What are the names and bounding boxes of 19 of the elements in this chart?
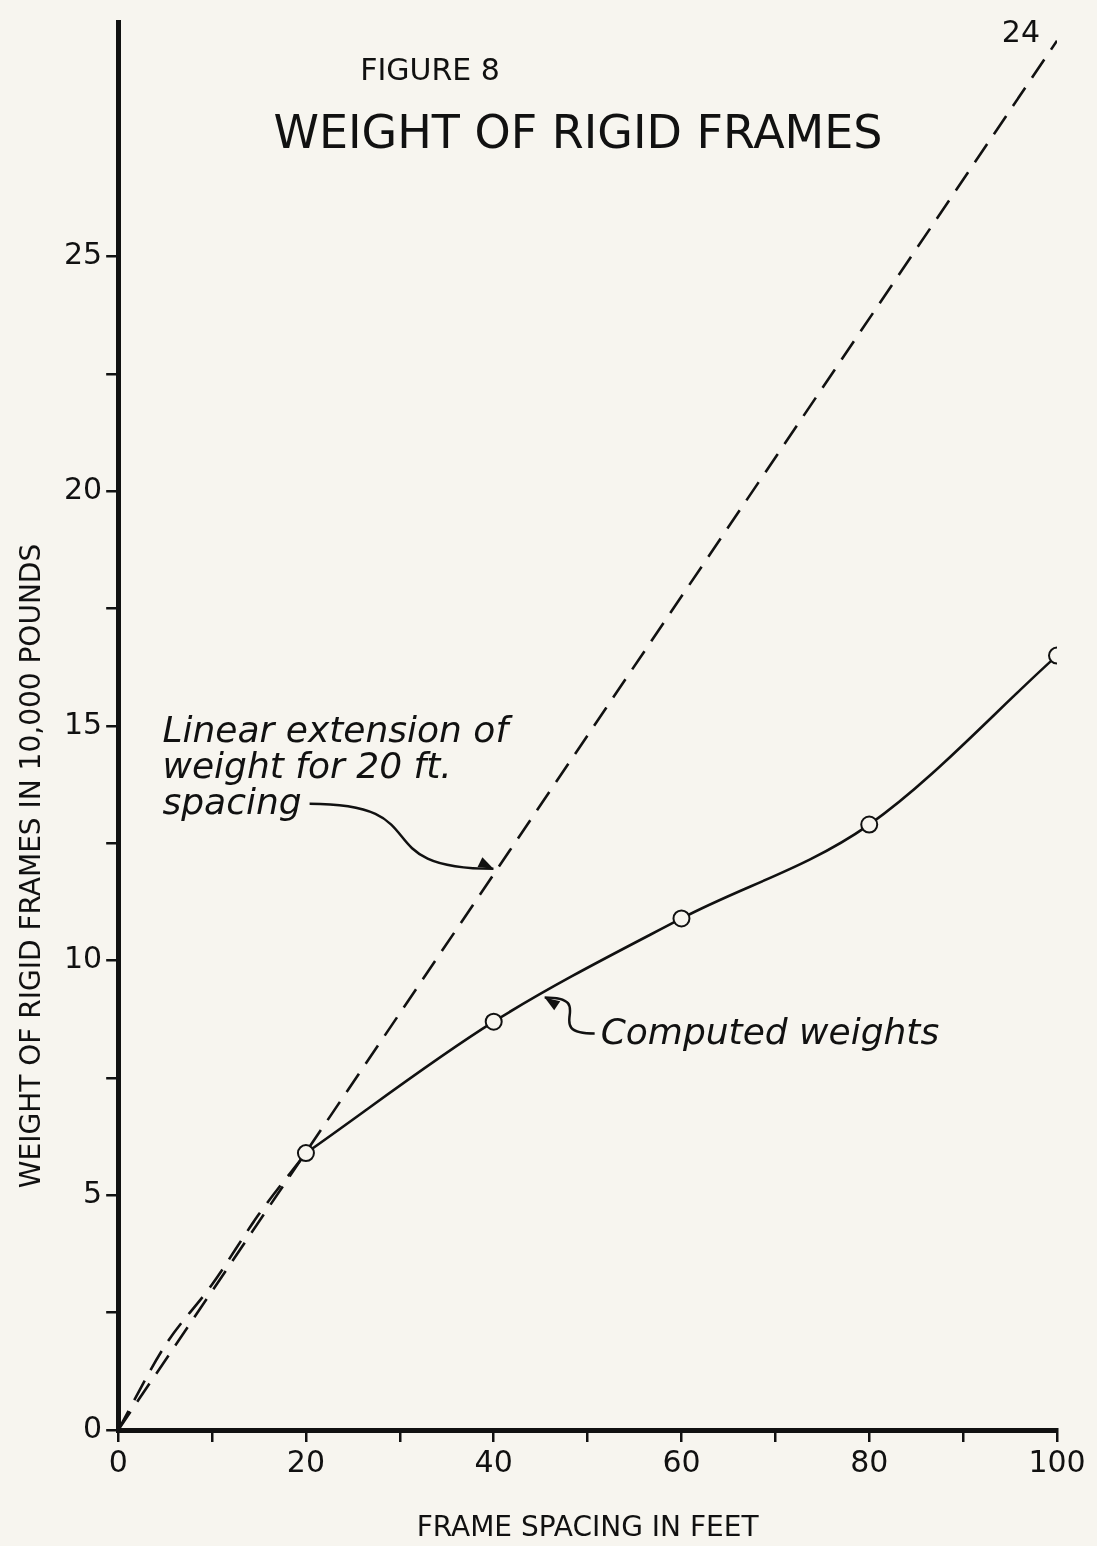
y-tick-label: 15 xyxy=(63,705,103,741)
y-tick-label: 20 xyxy=(63,471,103,507)
y-axis-title: WEIGHT OF RIGID FRAMES IN 10,000 POUNDS xyxy=(14,543,47,1189)
annotation: Computed weights xyxy=(600,1010,940,1052)
annotation: 24 xyxy=(1001,14,1040,49)
y-tick-label: 25 xyxy=(63,236,103,272)
text: WEIGHT OF RIGID FRAMES xyxy=(273,105,883,159)
x-tick-label: 80 xyxy=(850,1443,889,1479)
x-axis-title: FRAME SPACING IN FEET xyxy=(416,1510,760,1543)
x-tick-label: 40 xyxy=(474,1443,513,1479)
y-tick-label: 5 xyxy=(83,1175,103,1211)
x-tick-label: 0 xyxy=(108,1443,128,1479)
x-tick-label: 60 xyxy=(662,1443,701,1479)
x-tick-label: 100 xyxy=(1028,1443,1086,1479)
text: FIGURE 8 xyxy=(360,52,500,87)
y-tick-label: 10 xyxy=(63,940,103,976)
y-tick-label: 0 xyxy=(83,1409,103,1445)
annotation: Linear extension of weight for 20 ft. spacing xyxy=(162,708,514,822)
x-tick-label: 20 xyxy=(286,1443,326,1479)
